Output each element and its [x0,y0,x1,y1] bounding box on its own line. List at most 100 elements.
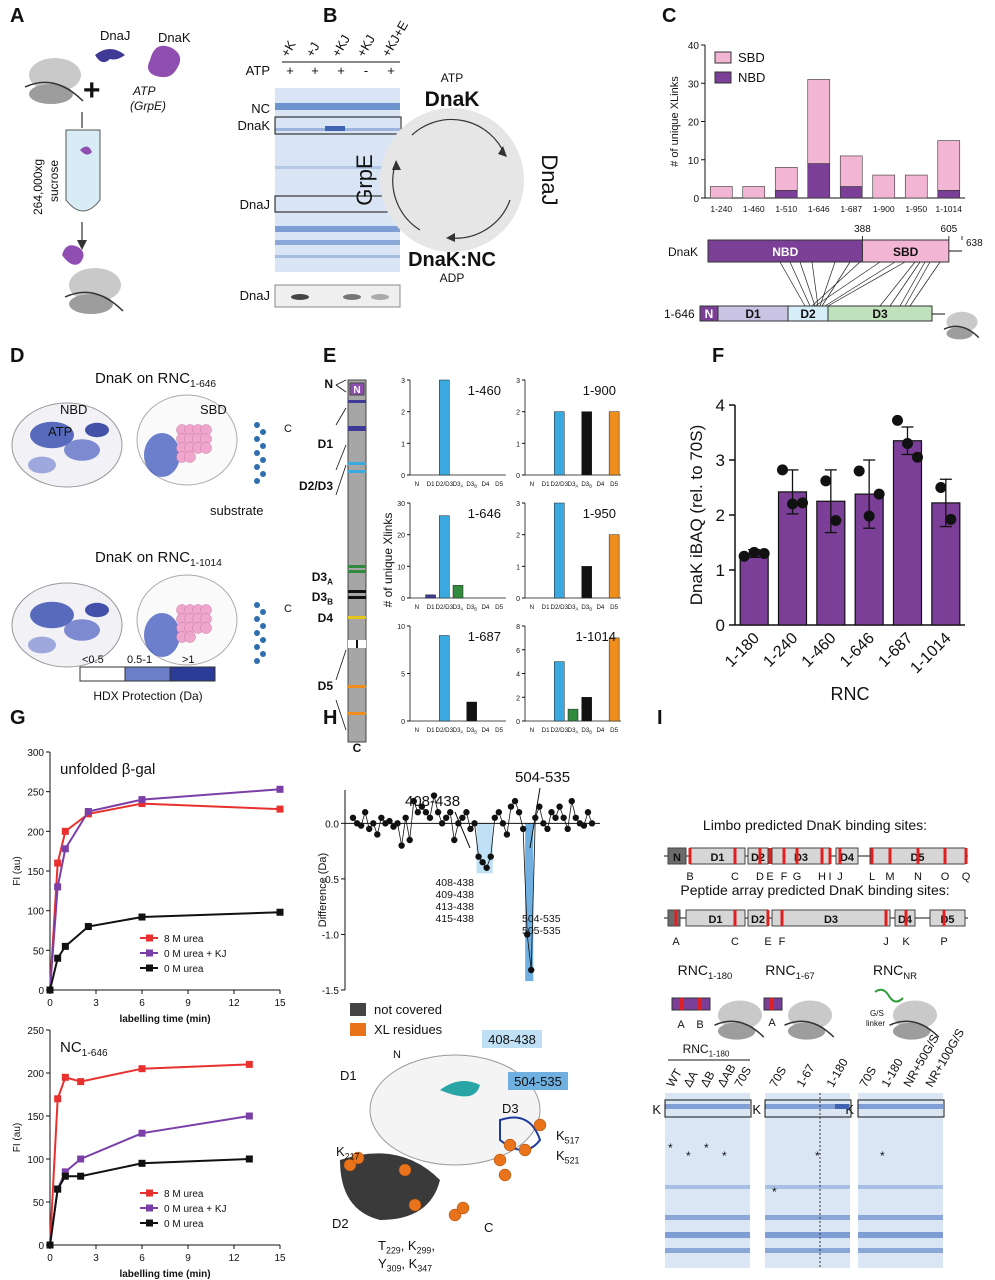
blot-band [343,294,361,300]
data-point [46,1241,54,1249]
label: substrate [210,503,263,518]
domain-leader [335,379,347,386]
x-tick-label: D5 [610,727,618,734]
y-tick-label: 0 [401,719,405,726]
label: +K [278,38,299,60]
data-point [853,465,865,477]
label: C [353,741,362,755]
sbd-beta [144,433,180,477]
label: K [902,936,910,948]
x-tick-label: D1 [542,727,550,734]
label: + [311,63,319,78]
xl-residue [498,1168,512,1182]
dnak-shape [148,45,181,78]
scale-label: >1 [182,654,195,666]
y-tick-label: 150 [27,1112,44,1123]
x-tick-label: D3A [453,604,464,612]
domain-leader [335,649,347,681]
data-point [495,809,503,816]
binding-site [782,848,786,864]
lane-label: ΔA [680,1069,700,1090]
ribosome-small [29,84,73,104]
crosslink-line [814,261,881,307]
gel [665,1093,750,1268]
ribosome-small [717,1022,756,1040]
label: I [828,871,831,883]
y-tick-label: 1 [516,564,520,571]
domain-stripe [348,470,366,473]
label: DnaK [158,30,191,45]
label: NBD [772,245,798,259]
label: D1 [708,914,722,926]
region-tag [482,1030,542,1048]
data-point [61,1168,69,1176]
tail-sphere [254,478,260,484]
substrate-sphere [200,622,212,634]
data-point [54,954,62,962]
bar [554,411,565,476]
text-part: D3 [581,481,589,488]
text-part: B [474,484,477,489]
text-part: D3 [312,590,328,604]
binding-site [942,910,946,926]
text-part: A [461,730,464,735]
gel [858,1093,943,1268]
gel-band [325,126,345,131]
y-tick-label: 40 [688,41,700,52]
x-tick-label: 1-460 [743,204,765,214]
arrow-head [498,146,507,157]
data-point [438,820,446,827]
series-line [49,802,281,991]
data-point [77,1078,85,1086]
scale-label: <0.5 [82,654,104,666]
data-point [402,814,409,821]
ribosome-small [787,1022,826,1040]
data-point [374,831,381,838]
y-tick-label: 250 [27,1026,44,1037]
label: H [818,871,826,883]
label: D2 [751,852,765,864]
y-tick-label: 0 [516,473,520,480]
y-tick-label: 10 [688,156,700,167]
data-point [564,825,571,833]
bar [439,635,450,722]
label: K [752,1102,761,1117]
data-point [572,814,579,821]
x-tick-label: D5 [610,481,618,488]
label: +KJ [354,32,378,59]
data-point [138,1159,146,1167]
domain-box [747,847,769,865]
legend-swatch [350,1023,366,1036]
text-part: D3 [453,727,461,734]
legend-swatch [714,51,732,64]
label: M [885,871,894,883]
peptide-label: 408-438 [435,877,474,889]
text-part: A [461,607,464,612]
x-tick-label: D1 [542,604,550,611]
data-point [451,836,458,844]
d1-structure [369,1054,541,1166]
data-point [138,1065,146,1073]
binding-site [828,848,832,864]
gel-band [835,1104,849,1109]
legend-marker [146,934,153,942]
label: DnaK:NC [408,249,496,271]
y-tick-label: 250 [27,788,44,799]
bar [807,79,831,164]
y-tick-label: 3 [716,451,725,470]
lane-label: 1-180 [823,1056,851,1090]
label: RNC1-67 [765,962,814,982]
text-part: RNC [765,962,795,978]
callout: 504-535 [515,769,570,786]
protected-region [64,439,100,461]
bar [452,585,464,599]
bar [742,186,766,199]
bar [581,411,592,476]
y-tick-label: 20 [397,533,405,540]
y-tick-label: 200 [27,1069,44,1080]
x-tick-label: D3B [581,727,592,735]
x-tick-label: D4 [481,604,489,611]
crosslink-line [811,261,819,307]
label: DnaJ [240,288,270,303]
label: C [484,1220,493,1235]
